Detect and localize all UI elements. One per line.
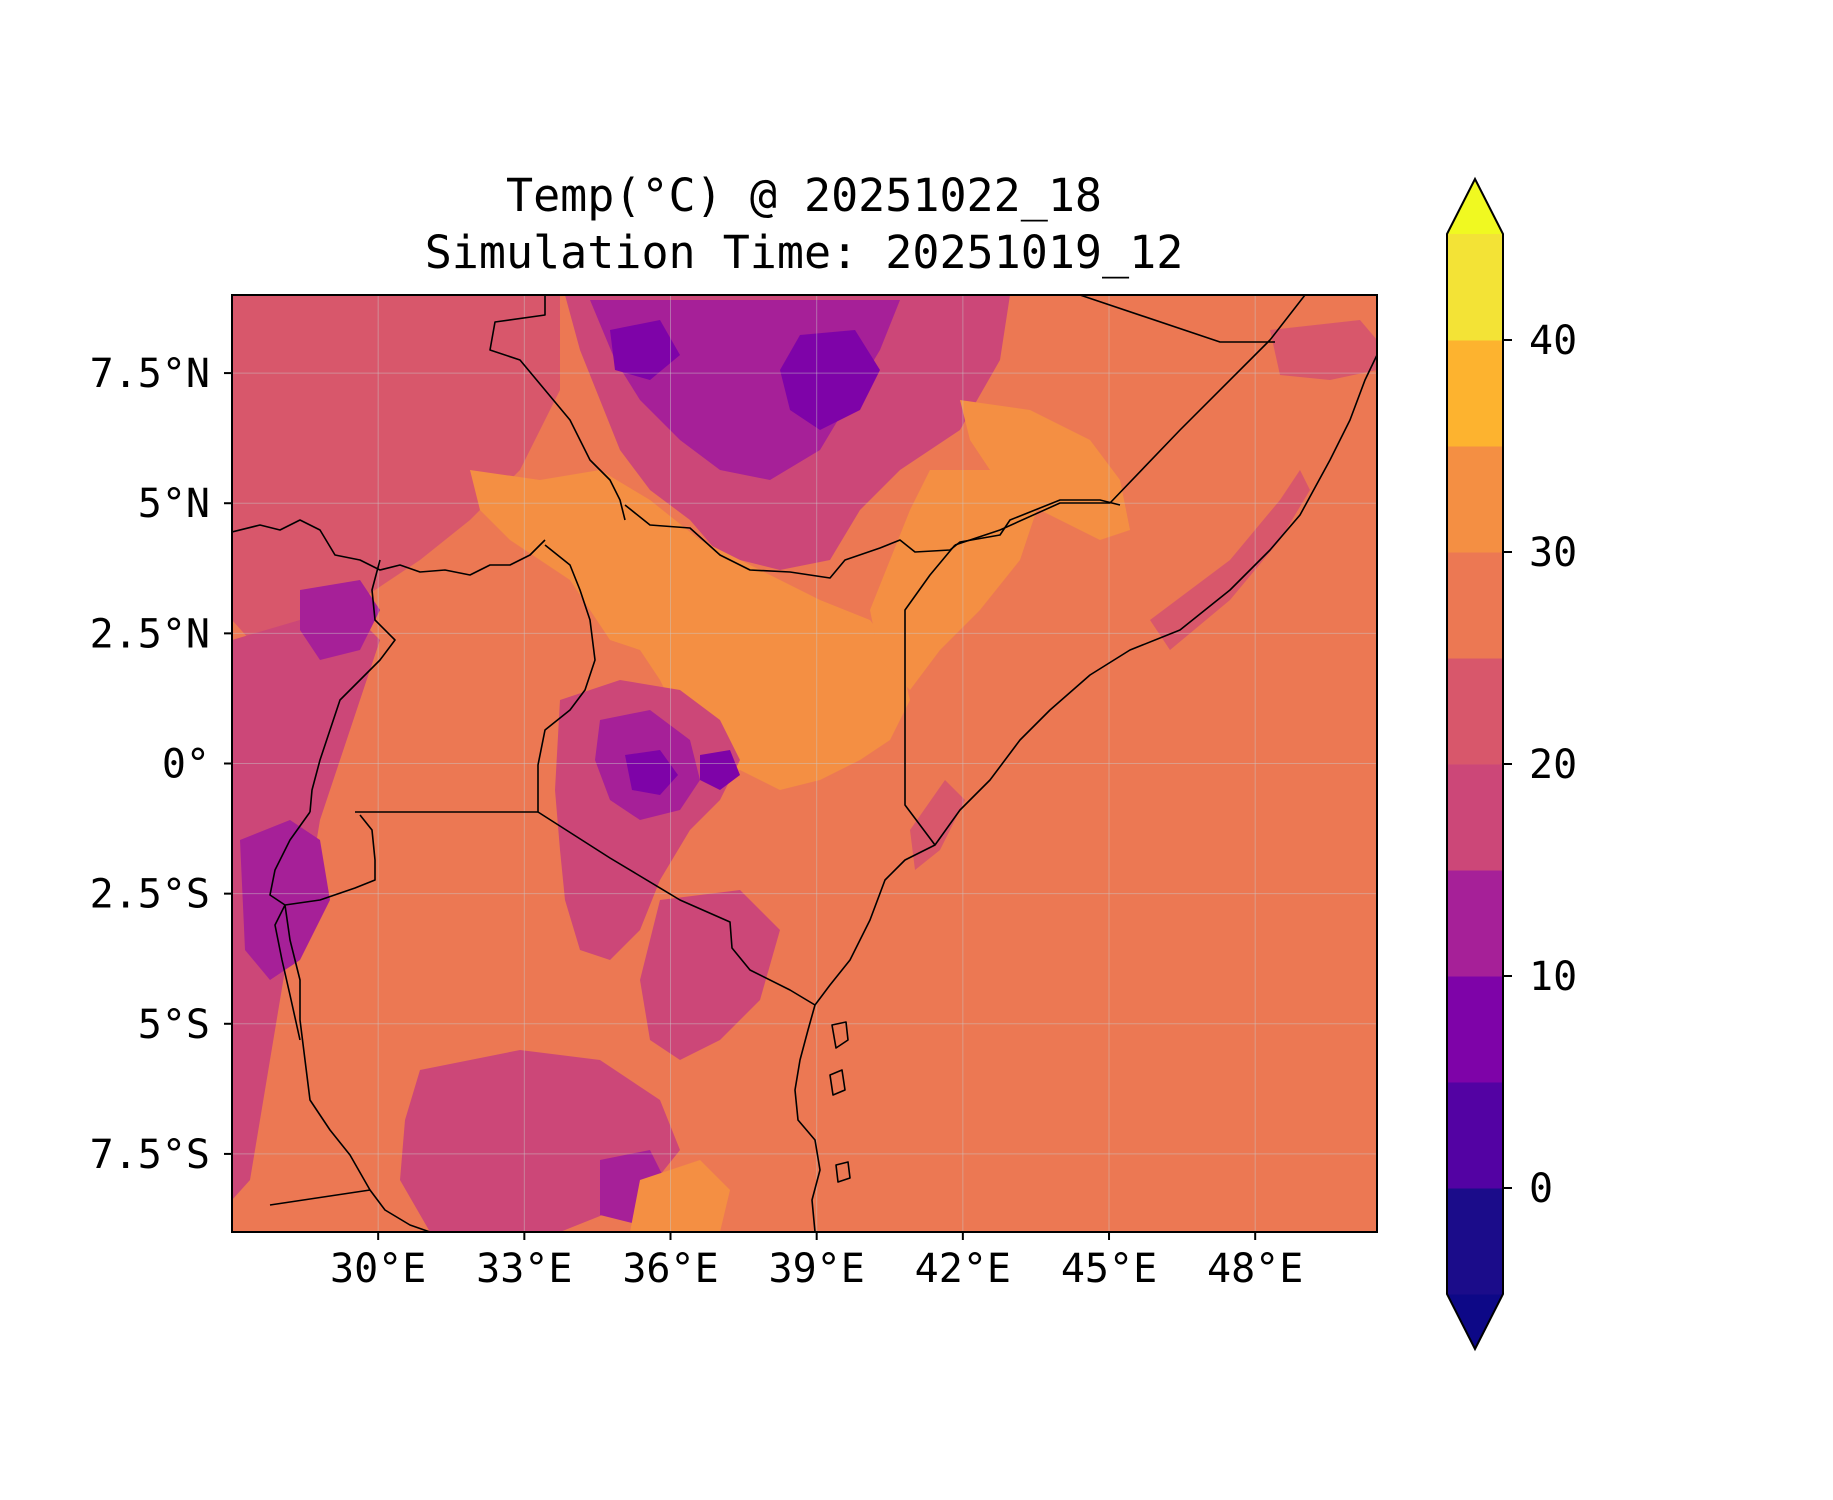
field-region-eastern-arc-highlands — [640, 890, 780, 1060]
y-axis: 7.5°N 5°N 2.5°N 0° 2.5°S 5°S 7.5°S — [90, 351, 232, 1178]
mafia-island — [835, 1161, 851, 1183]
border-kenya-ethiopia — [624, 499, 1121, 579]
y-tick-label: 7.5°S — [90, 1132, 210, 1178]
x-tick-label: 30°E — [330, 1246, 426, 1292]
colorbar-segment — [1447, 446, 1503, 553]
country-borders — [232, 295, 1377, 1232]
colorbar-extend-low — [1447, 1294, 1503, 1349]
border-rwanda-burundi — [269, 811, 376, 906]
x-tick-label: 42°E — [915, 1246, 1011, 1292]
x-tick-label: 36°E — [622, 1246, 718, 1292]
x-tick-label: 45°E — [1061, 1246, 1157, 1292]
field-region-ethiopian-highlands-peak — [780, 330, 880, 430]
colorbar-outline — [1446, 176, 1504, 1352]
field-region-kenya-highlands-peak-2 — [700, 750, 740, 790]
y-tick-label: 5°N — [138, 481, 210, 527]
field-region-turkana-warm — [470, 470, 910, 790]
title-line-2: Simulation Time: 20251019_12 — [425, 226, 1184, 279]
field-region-south-sudan-lowland — [232, 295, 560, 640]
colorbar-segment — [1447, 658, 1503, 765]
coastline-kenya — [814, 354, 1377, 1006]
zanzibar-island — [831, 1021, 849, 1049]
border-lake-tanganyika-west — [274, 904, 301, 1041]
border-kenya-tanzania — [537, 811, 816, 1006]
field-region-somalia-inland — [1270, 320, 1377, 380]
title-line-1: Temp(°C) @ 20251022_18 — [506, 169, 1102, 222]
colorbar-segment — [1447, 234, 1503, 341]
field-region-kenya-coast-strip — [910, 780, 965, 870]
field-region-ogaden-warm — [960, 400, 1130, 540]
colorbar-segment — [1447, 1188, 1503, 1295]
x-tick-label: 33°E — [476, 1246, 572, 1292]
field-region-western-highlands — [300, 580, 380, 660]
field-region-southern-warm — [630, 1160, 730, 1232]
pemba-island — [829, 1069, 846, 1096]
border-somaliland-djibouti — [1079, 295, 1275, 343]
y-tick-label: 5°S — [138, 1002, 210, 1048]
colorbar-tick-label: 10 — [1529, 954, 1577, 1000]
coastline-east-africa — [794, 1004, 821, 1232]
colorbar-segment — [1447, 552, 1503, 659]
gridlines — [232, 295, 1377, 1232]
border-south-sudan-uganda-drc — [232, 519, 546, 576]
border-kenya-somalia — [904, 544, 956, 846]
x-tick-label: 48°E — [1207, 1246, 1303, 1292]
y-tick-label: 2.5°S — [90, 872, 210, 918]
border-tanzania-west — [284, 904, 431, 1232]
colorbar-tick-label: 20 — [1529, 742, 1577, 788]
x-tick-label: 39°E — [769, 1246, 865, 1292]
colorbar-tick-label: 40 — [1529, 318, 1577, 364]
colorbar-segment — [1447, 976, 1503, 1083]
colorbar-tick-label: 0 — [1529, 1166, 1553, 1212]
border-uganda-west — [309, 559, 396, 813]
field-region-albertine-rift — [232, 610, 380, 1200]
border-uganda-east — [537, 544, 596, 812]
border-south-sudan-ethiopia — [489, 295, 626, 521]
y-tick-label: 2.5°N — [90, 611, 210, 657]
border-tanzania-zambia — [269, 1189, 371, 1206]
y-tick-label: 7.5°N — [90, 351, 210, 397]
field-region-kenya-highlands-peak — [625, 750, 678, 795]
y-tick-label: 0° — [162, 742, 210, 788]
colorbar-segment — [1447, 340, 1503, 447]
colorbar-tick-label: 30 — [1529, 530, 1577, 576]
x-axis: 30°E 33°E 36°E 39°E 42°E 45°E 48°E — [330, 1232, 1303, 1292]
field-region-ethiopian-highlands-peak-2 — [610, 320, 680, 380]
colorbar: 0 10 20 30 40 — [1446, 176, 1577, 1352]
colorbar-segment — [1447, 764, 1503, 871]
border-ethiopia-somalia — [954, 295, 1306, 546]
colorbar-segment — [1447, 870, 1503, 977]
colorbar-segment — [1447, 1082, 1503, 1189]
field-region-somalia-coastal-strip — [1150, 470, 1310, 650]
field-region-rwanda-burundi-core — [240, 820, 330, 980]
map-panel — [232, 295, 1377, 1232]
field-region-northeast-kenya-warm — [870, 470, 1040, 690]
colorbar-extend-high — [1447, 179, 1503, 234]
